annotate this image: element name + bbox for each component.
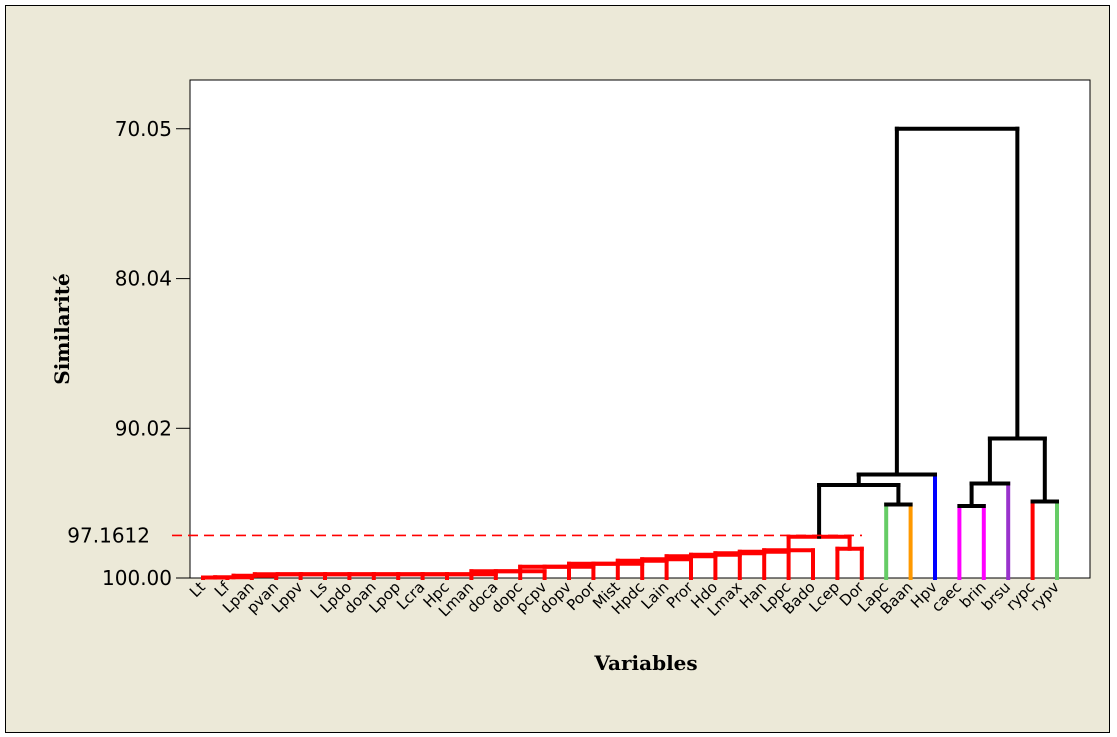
y-tick-label: 90.02: [115, 416, 172, 440]
y-tick-label: 100.00: [102, 566, 172, 590]
cut-line-label: 97.1612: [67, 523, 150, 547]
plot-area: [189, 79, 1091, 579]
leaf-label: Lt: [186, 578, 209, 601]
dendrogram-links: [201, 126, 1059, 580]
cut-line-group: 97.1612: [67, 523, 862, 547]
x-axis-title: Variables: [593, 651, 697, 675]
leaf-label: rypv: [1026, 578, 1062, 614]
y-tick-label: 80.04: [115, 267, 172, 291]
y-axis: 70.05 80.04 90.02 100.00: [102, 117, 190, 590]
y-tick-label: 70.05: [115, 117, 172, 141]
y-axis-title: Similarité: [50, 273, 74, 384]
